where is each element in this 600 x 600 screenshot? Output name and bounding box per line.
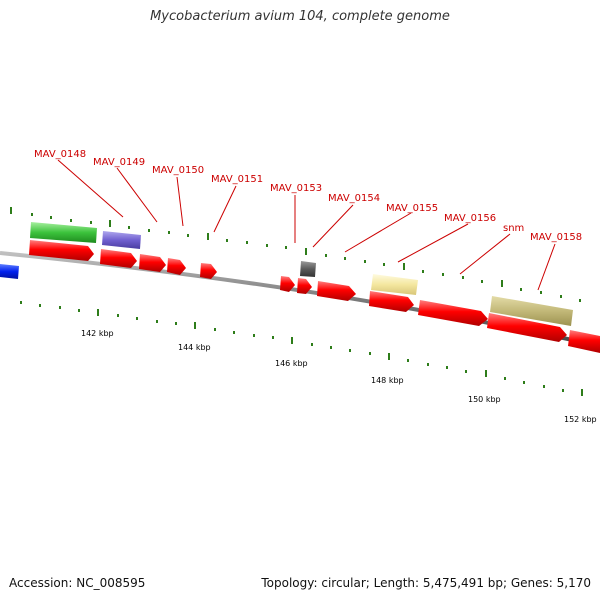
cds-blue — [0, 264, 19, 279]
feature-lane — [30, 222, 573, 326]
feature-yellow — [371, 274, 418, 295]
cds-arrow — [167, 258, 186, 275]
cds-arrow — [139, 254, 166, 272]
gene-label-mav-0154: MAV_0154 — [328, 193, 380, 204]
cds-arrow — [280, 276, 295, 292]
scale-label-152: 152 kbp — [564, 415, 597, 424]
genome-stats-text: Topology: circular; Length: 5,475,491 bp… — [261, 576, 591, 590]
scale-label-150: 150 kbp — [468, 395, 501, 404]
gene-label-mav-0156: MAV_0156 — [444, 213, 496, 224]
cds-arrow — [369, 291, 414, 312]
gene-label-mav-0153: MAV_0153 — [270, 183, 322, 194]
cds-arrow — [418, 300, 488, 326]
map-title: Mycobacterium avium 104, complete genome — [150, 9, 450, 24]
scale-label-144: 144 kbp — [178, 343, 211, 352]
lower-tick-row — [20, 301, 583, 396]
cds-arrow — [29, 240, 94, 261]
gene-label-mav-0155: MAV_0155 — [386, 203, 438, 214]
gene-label-mav-0148: MAV_0148 — [34, 149, 86, 160]
gene-label-mav-0158: MAV_0158 — [530, 232, 582, 243]
cds-arrow — [297, 278, 312, 294]
feature-khaki — [490, 296, 573, 326]
upper-tick-row — [10, 207, 581, 302]
cds-arrow — [568, 330, 600, 353]
gene-label-mav-0151: MAV_0151 — [211, 174, 263, 185]
scale-label-148: 148 kbp — [371, 376, 404, 385]
cds-arrow — [487, 313, 567, 342]
accession-text: Accession: NC_008595 — [9, 576, 146, 590]
feature-green — [30, 222, 97, 243]
feature-purple — [102, 231, 141, 249]
gene-label-mav-0149: MAV_0149 — [93, 157, 145, 168]
label-leaders — [57, 159, 556, 291]
cds-lane — [0, 240, 600, 353]
cds-arrow — [200, 263, 217, 279]
scale-label-146: 146 kbp — [275, 359, 308, 368]
gene-label-snm: snm — [503, 223, 524, 234]
feature-gray — [300, 261, 316, 277]
cds-arrow — [100, 249, 137, 268]
scale-label-142: 142 kbp — [81, 329, 114, 338]
cds-arrow — [317, 281, 356, 301]
gene-label-mav-0150: MAV_0150 — [152, 165, 204, 176]
